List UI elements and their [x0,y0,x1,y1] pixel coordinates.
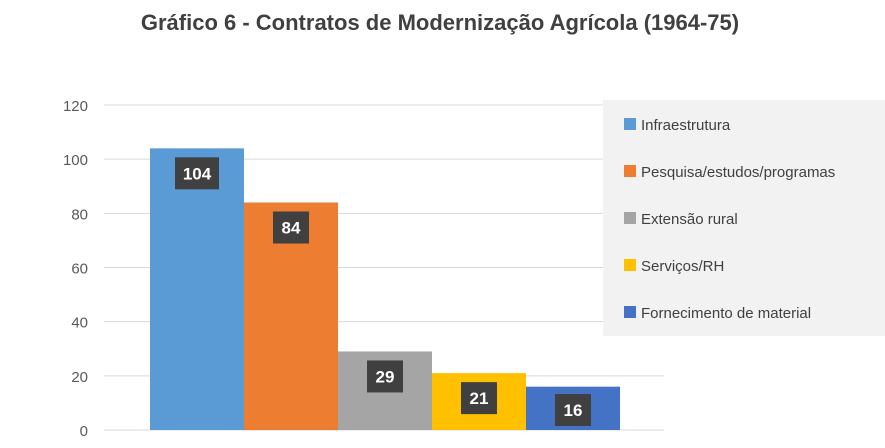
data-label: 29 [376,367,395,386]
chart-title: Gráfico 6 - Contratos de Modernização Ag… [141,10,739,35]
legend-item-label: Fornecimento de material [641,305,811,322]
data-label: 104 [183,164,212,183]
legend-swatch [624,306,636,318]
y-tick-label: 20 [71,369,88,386]
y-tick-label: 100 [63,152,88,169]
data-labels: 104 84 29 21 16 [175,157,591,426]
bar [150,148,244,431]
legend-swatch [624,118,636,130]
y-tick-label: 0 [80,423,88,440]
y-tick-label: 80 [71,206,88,223]
y-tick-label: 40 [71,315,88,332]
data-label-box [555,394,591,426]
data-label-box [461,382,497,415]
legend-item-label: Pesquisa/estudos/programas [641,164,835,181]
data-label-box [273,211,309,244]
legend-swatch [624,165,636,177]
legend: Infraestrutura Pesquisa/estudos/programas… [603,100,885,336]
legend-item-label: Serviços/RH [641,258,724,275]
legend-swatch [624,259,636,271]
legend-swatch [624,212,636,224]
data-label: 84 [282,219,301,238]
data-label: 21 [470,389,489,408]
data-label-box [367,360,403,393]
data-label-box [175,157,219,190]
y-tick-label: 120 [63,98,88,115]
y-tick-label: 60 [71,261,88,278]
legend-item-label: Extensão rural [641,211,738,228]
legend-item-label: Infraestrutura [641,117,731,134]
legend-background [603,100,885,336]
data-label: 16 [564,401,583,420]
